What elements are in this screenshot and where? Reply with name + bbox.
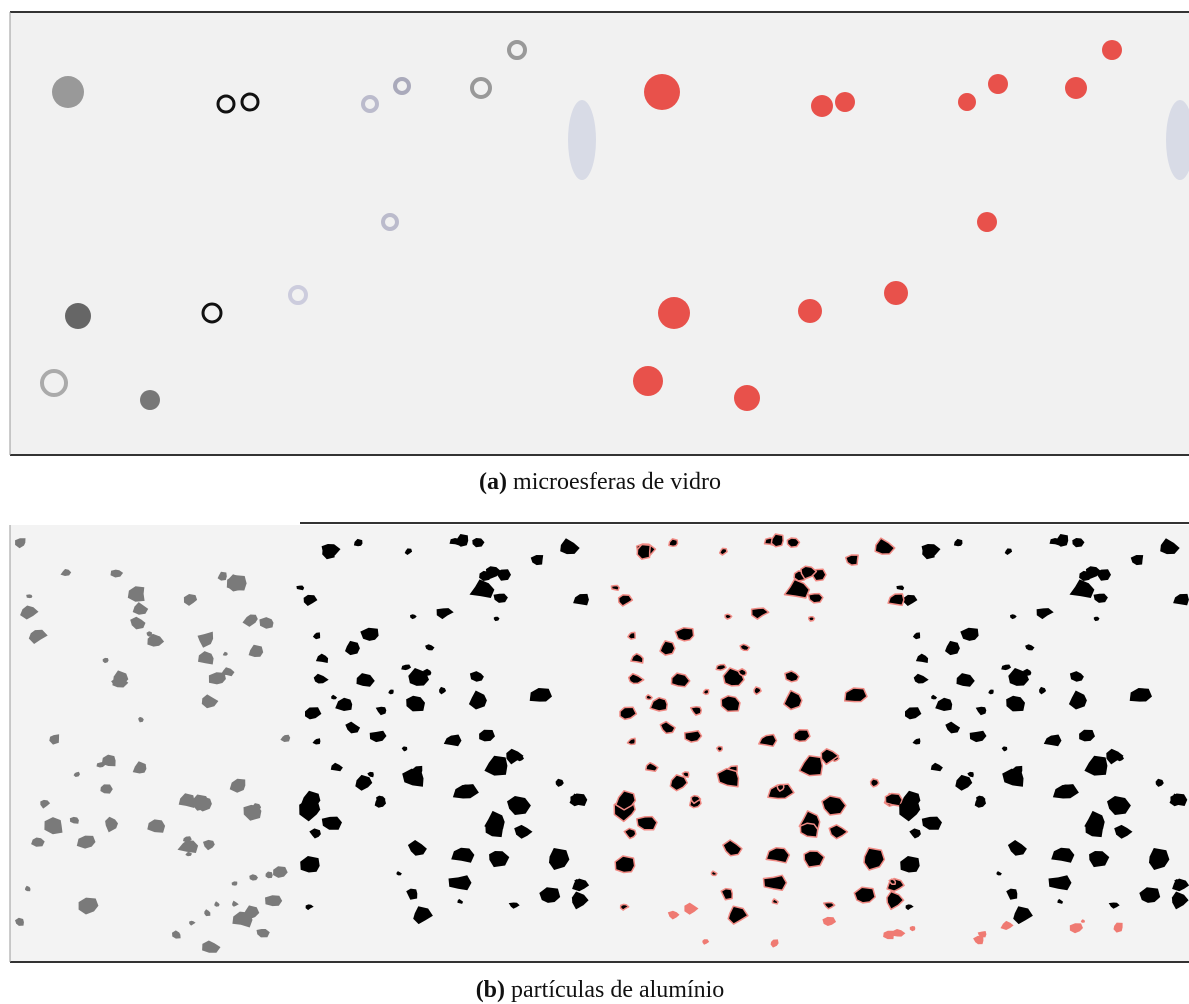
sphere-detected (1102, 40, 1122, 60)
particle (265, 895, 282, 906)
sphere (52, 76, 84, 108)
particle (675, 628, 693, 641)
sphere-detected (1065, 77, 1087, 99)
sphere-detected (644, 74, 680, 110)
sphere (65, 303, 91, 329)
sphere-detected (977, 212, 997, 232)
blur (568, 100, 596, 180)
particle (885, 794, 902, 807)
particle (717, 746, 723, 751)
particle (777, 785, 784, 792)
particle (716, 665, 726, 671)
sphere-detected (734, 385, 760, 411)
particle (703, 690, 708, 695)
page: (a) microesferas de vidro (b) partículas… (0, 0, 1189, 1004)
caption-label: (a) (479, 469, 507, 495)
sphere-detected (633, 366, 663, 396)
panel-a-image (10, 12, 1189, 455)
figure: (a) microesferas de vidro (b) partículas… (0, 0, 1189, 1004)
particle (809, 617, 815, 621)
sphere-detected (811, 95, 833, 117)
particle (611, 586, 619, 591)
particle (26, 594, 32, 598)
caption-b: (b) partículas de alumínio (476, 977, 725, 1003)
particle (764, 875, 787, 890)
caption-text: microesferas de vidro (513, 469, 721, 495)
particle (637, 817, 657, 830)
particle (871, 779, 879, 787)
caption-a: (a) microesferas de vidro (479, 469, 721, 495)
caption-label: (b) (476, 977, 505, 1003)
particle (738, 669, 746, 676)
particle (721, 696, 740, 712)
sphere-detected (798, 299, 822, 323)
sphere-detected (988, 74, 1008, 94)
sphere-detected (835, 92, 855, 112)
sphere-detected (884, 281, 908, 305)
particle (787, 538, 799, 547)
sphere-detected (658, 297, 690, 329)
particle (725, 614, 732, 619)
particle (794, 730, 810, 742)
caption-text: partículas de alumínio (511, 977, 724, 1003)
sphere-detected (958, 93, 976, 111)
sphere (140, 390, 160, 410)
particle (637, 545, 650, 560)
